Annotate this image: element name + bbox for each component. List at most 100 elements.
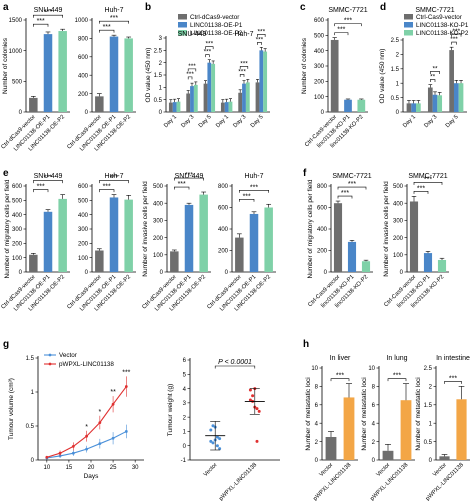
y-tick-label: 2.5 [154,49,163,55]
significance-label: *** [450,36,458,43]
significance-bracket [451,33,462,37]
significance-label: *** [37,18,45,25]
y-tick-label: 0 [321,110,325,116]
y-tick-label: 400 [78,213,89,219]
bar [190,86,194,112]
y-axis-label: Number of migratory cells per field [307,179,314,278]
legend-marker [48,362,52,366]
significance-label: *** [122,369,130,376]
y-axis-label: Number of colonies [2,37,9,94]
panel-letter: e [3,168,9,179]
significance-label: ** [430,74,436,81]
bar [357,99,366,112]
y-tick-label: 400 [12,213,23,219]
significance-label: *** [393,373,401,380]
chart-title: SNU-449 [175,173,204,180]
chart-title: In intestine [436,355,470,362]
bar [245,82,250,112]
data-point [71,451,75,455]
significance-bracket [239,198,255,202]
y-tick-label: 0 [225,270,229,276]
x-tick-label: Vector [203,462,219,478]
scatter-point [215,444,219,448]
significance-bracket [334,32,349,36]
x-tick-label: 20 [88,465,95,471]
chart-title: Huh-7 [244,173,263,180]
bar [255,82,260,112]
data-point [124,385,128,388]
scatter-point [211,441,215,445]
y-axis-label: Number of migratory cells per field [4,179,11,278]
y-tick-label: 0 [324,270,328,276]
data-point [124,430,128,433]
y-tick-label: 200 [78,242,89,248]
y-tick-label: 200 [12,242,23,248]
bar [184,204,194,272]
significance-label: *** [103,184,111,191]
bar [344,99,352,112]
y-tick-label: 400 [393,201,404,207]
y-tick-label: 400 [218,227,229,233]
significance-bracket [33,14,63,18]
y-tick-label: 0.5 [424,440,433,446]
significance-label: *** [250,184,258,191]
panel-letter: b [145,2,151,13]
y-tick-label: 5 [183,372,187,378]
bar [449,50,454,112]
y-tick-label: 500 [153,184,164,190]
significance-label: *** [103,24,111,31]
bar [186,93,191,112]
legend-swatch [404,14,413,20]
bar [458,83,464,112]
bar [382,450,394,460]
legend-label: LINC01138-KO-P1 [416,22,469,29]
significance-bracket [214,365,256,369]
legend-swatch [178,14,187,20]
y-tick-label: 0 [19,270,23,276]
y-tick-label: 100 [393,253,404,259]
significance-label: *** [110,15,118,22]
y-axis-label: OD value (450 nm) [379,49,386,104]
bar [400,400,412,460]
x-tick-label: Day 3 [423,114,438,129]
legend-swatch [404,22,413,28]
bar [170,251,179,272]
bar [453,83,459,112]
scatter-point [251,394,255,398]
panel-letter: h [303,339,309,350]
scatter-point [248,388,252,392]
y-tick-label: -1 [181,458,187,464]
legend-swatch [404,30,413,36]
significance-bracket [99,20,129,24]
y-tick-label: 4 [183,387,187,393]
y-tick-label: 1000 [9,49,23,55]
y-tick-label: 0 [183,444,187,450]
bar [109,197,119,272]
y-tick-label: 1 [183,430,187,436]
significance-bracket [257,34,266,37]
y-tick-label: 600 [12,184,23,190]
y-tick-label: 10 [368,366,375,372]
significance-bracket [239,66,249,69]
y-tick-label: 200 [78,92,89,98]
y-tick-label: 1500 [9,18,23,24]
bar [199,194,208,272]
x-tick-label: Vector [432,462,448,478]
x-tick-label: Day 1 [163,114,178,129]
y-tick-label: 500 [12,80,23,86]
significance-label: * [98,409,101,416]
y-tick-label: 10 [311,366,318,372]
bar [193,84,198,112]
chart-e2: Huh-70100200300400500600Ctrl-dCas9-vecto… [66,173,136,313]
chart-title: Huh-7 [104,7,123,14]
y-tick-label: 3 [183,401,187,407]
y-tick-label: 0 [315,458,319,464]
bar [224,102,229,112]
bar [249,213,259,272]
bar [427,87,433,112]
data-point [71,445,75,448]
bar [124,199,133,272]
x-tick-label: Day 1 [402,114,417,129]
